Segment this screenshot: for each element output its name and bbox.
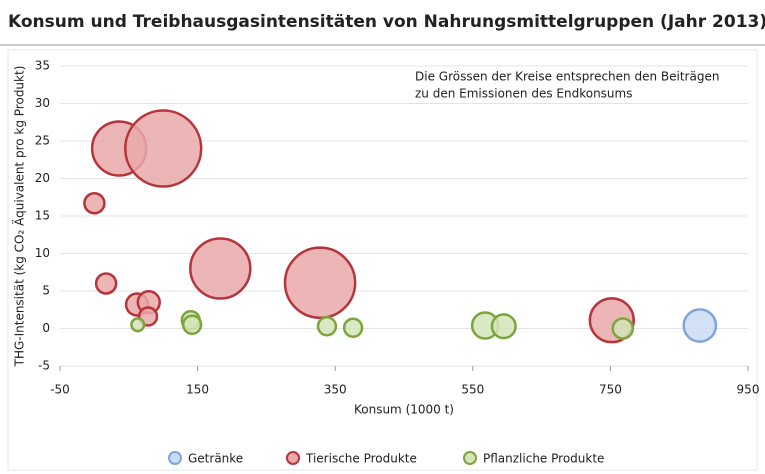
bubble bbox=[131, 318, 144, 331]
y-tick-label: 0 bbox=[42, 321, 50, 335]
bubble bbox=[190, 239, 250, 299]
legend-label: Tierische Produkte bbox=[305, 452, 417, 466]
bubble bbox=[285, 248, 355, 318]
y-tick-label: 25 bbox=[35, 134, 50, 148]
chart: Konsum und Treibhausgasintensitäten von … bbox=[0, 0, 765, 474]
bubble bbox=[84, 193, 104, 213]
x-tick-label: 950 bbox=[737, 383, 760, 397]
y-tick-label: 20 bbox=[35, 171, 50, 185]
x-axis-title: Konsum (1000 t) bbox=[354, 403, 454, 417]
x-tick-label: 150 bbox=[186, 383, 209, 397]
y-tick-label: 30 bbox=[35, 96, 50, 110]
legend-marker bbox=[287, 452, 299, 464]
y-tick-label: 5 bbox=[42, 284, 50, 298]
legend-label: Pflanzliche Produkte bbox=[483, 452, 604, 466]
chart-title: Konsum und Treibhausgasintensitäten von … bbox=[8, 12, 765, 32]
bubble bbox=[96, 274, 116, 294]
y-tick-label: 35 bbox=[35, 59, 50, 73]
y-axis-title: THG-Intensität (kg CO₂ Äquivalent pro kg… bbox=[12, 66, 27, 368]
x-tick-label: -50 bbox=[50, 383, 70, 397]
legend-label: Getränke bbox=[188, 452, 243, 466]
bubble bbox=[492, 314, 516, 338]
bubble bbox=[125, 111, 201, 187]
bubble bbox=[344, 319, 362, 337]
bubble bbox=[183, 316, 201, 334]
annotation: zu den Emissionen des Endkonsums bbox=[415, 87, 632, 101]
legend-marker bbox=[464, 452, 476, 464]
y-tick-label: 10 bbox=[35, 246, 50, 260]
x-tick-label: 750 bbox=[599, 383, 622, 397]
y-tick-label: -5 bbox=[38, 359, 50, 373]
x-tick-label: 550 bbox=[461, 383, 484, 397]
legend-marker bbox=[169, 452, 181, 464]
annotation: Die Grössen der Kreise entsprechen den B… bbox=[415, 70, 719, 84]
y-tick-label: 15 bbox=[35, 209, 50, 223]
x-tick-label: 350 bbox=[324, 383, 347, 397]
bubble bbox=[613, 319, 633, 339]
bubble bbox=[318, 317, 336, 335]
bubble bbox=[684, 309, 716, 341]
